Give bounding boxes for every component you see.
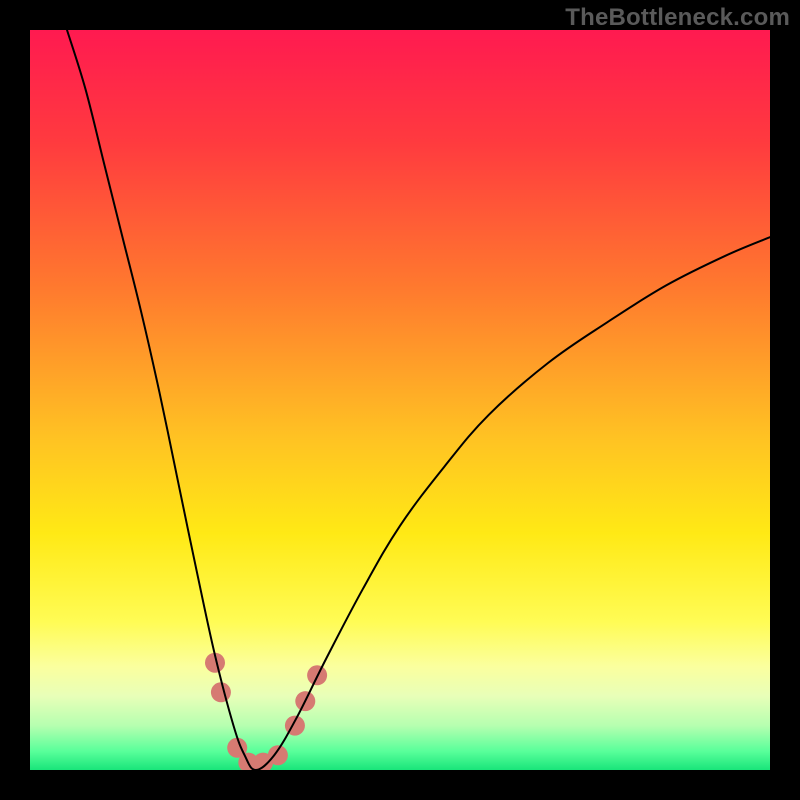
plot-area xyxy=(30,30,770,770)
watermark-text: TheBottleneck.com xyxy=(565,4,790,32)
valley-marker xyxy=(268,745,288,765)
valley-marker xyxy=(211,682,231,702)
chart-frame: TheBottleneck.com xyxy=(0,0,800,800)
gradient-background xyxy=(30,30,770,770)
bottleneck-curve-chart xyxy=(30,30,770,770)
